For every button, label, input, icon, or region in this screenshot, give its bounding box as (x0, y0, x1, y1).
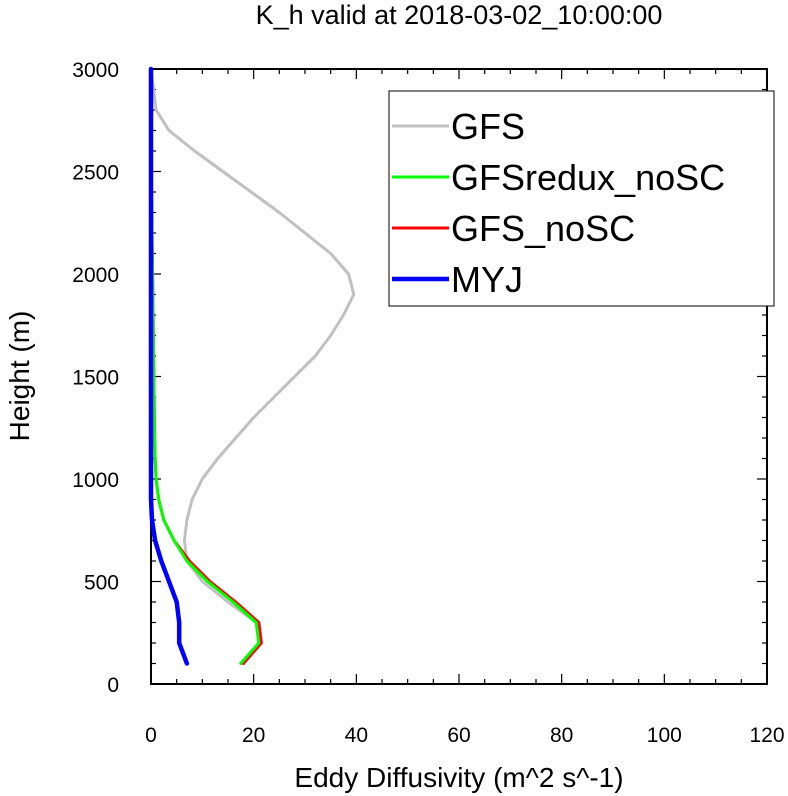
series-layer (148, 66, 356, 666)
y-tick-label: 2000 (72, 264, 119, 287)
legend-label: GFS (451, 106, 525, 147)
y-tick-label: 1000 (72, 469, 119, 492)
y-tick-label: 500 (84, 572, 119, 595)
x-axis-title: Eddy Diffusivity (m^2 s^-1) (294, 762, 623, 793)
x-tick-label: 60 (447, 724, 470, 747)
legend: GFS GFSredux_noSC GFS_noSC MYJ (388, 90, 775, 307)
y-tick-label: 0 (107, 674, 119, 697)
x-tick-labels: 0 20 40 60 80 100 120 (145, 724, 784, 747)
x-tick-label: 0 (145, 724, 157, 747)
x-tick-label: 20 (242, 724, 265, 747)
y-tick-label: 2500 (72, 162, 119, 185)
y-tick-labels: 0 500 1000 1500 2000 2500 3000 (72, 59, 119, 697)
legend-label: GFSredux_noSC (451, 157, 725, 198)
x-tick-label: 100 (647, 724, 682, 747)
series-line-myj (148, 66, 190, 666)
legend-box (388, 90, 775, 307)
series-line-gfs (149, 67, 356, 665)
legend-label: GFS_noSC (451, 208, 635, 249)
legend-label: MYJ (451, 259, 523, 300)
x-tick-label: 40 (345, 724, 368, 747)
x-tick-label: 120 (749, 724, 784, 747)
x-tick-label: 80 (550, 724, 573, 747)
chart-title: K_h valid at 2018-03-02_10:00:00 (256, 0, 663, 30)
y-axis-title: Height (m) (4, 311, 35, 442)
y-tick-label: 1500 (72, 367, 119, 390)
y-tick-label: 3000 (72, 59, 119, 82)
